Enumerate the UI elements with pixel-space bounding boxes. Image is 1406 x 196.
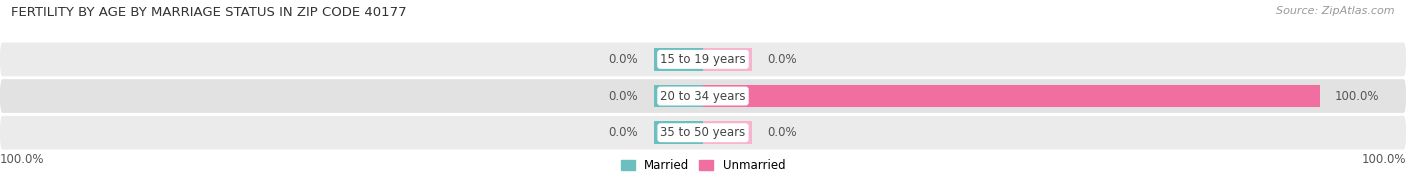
Legend: Married, Unmarried: Married, Unmarried xyxy=(620,159,786,172)
Text: 35 to 50 years: 35 to 50 years xyxy=(661,126,745,139)
Text: 100.0%: 100.0% xyxy=(1336,90,1379,103)
Bar xyxy=(654,48,703,71)
Text: FERTILITY BY AGE BY MARRIAGE STATUS IN ZIP CODE 40177: FERTILITY BY AGE BY MARRIAGE STATUS IN Z… xyxy=(11,6,406,19)
Text: 100.0%: 100.0% xyxy=(0,153,45,166)
Text: 15 to 19 years: 15 to 19 years xyxy=(661,53,745,66)
Text: 0.0%: 0.0% xyxy=(609,126,638,139)
Bar xyxy=(703,48,752,71)
Bar xyxy=(654,121,703,144)
FancyBboxPatch shape xyxy=(0,43,1406,76)
FancyBboxPatch shape xyxy=(0,116,1406,150)
Text: Source: ZipAtlas.com: Source: ZipAtlas.com xyxy=(1277,6,1395,16)
Bar xyxy=(654,85,703,107)
Text: 0.0%: 0.0% xyxy=(768,126,797,139)
Text: 0.0%: 0.0% xyxy=(609,53,638,66)
Text: 20 to 34 years: 20 to 34 years xyxy=(661,90,745,103)
FancyBboxPatch shape xyxy=(0,79,1406,113)
Text: 100.0%: 100.0% xyxy=(1361,153,1406,166)
Text: 0.0%: 0.0% xyxy=(609,90,638,103)
Bar xyxy=(703,121,752,144)
Bar xyxy=(703,85,1320,107)
Text: 0.0%: 0.0% xyxy=(768,53,797,66)
